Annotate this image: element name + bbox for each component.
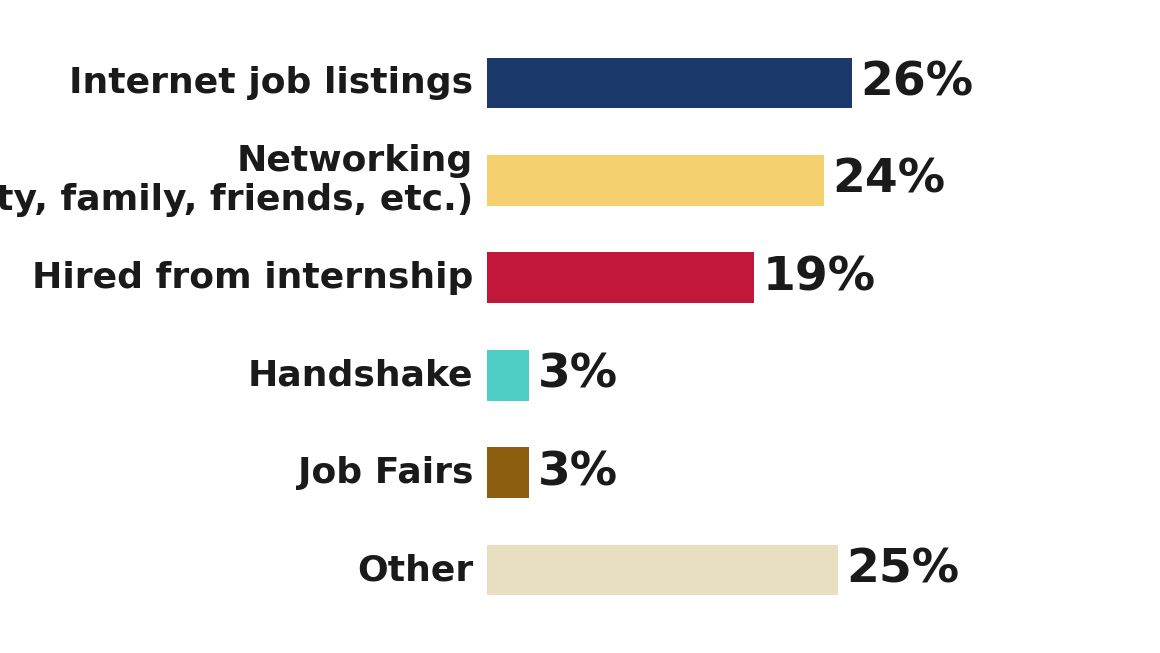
Bar [487, 545, 839, 596]
Bar [487, 155, 825, 206]
Text: 24%: 24% [833, 158, 945, 203]
Bar [487, 447, 529, 498]
Bar [487, 57, 853, 108]
Bar [487, 253, 754, 303]
Text: 3%: 3% [538, 450, 618, 495]
Text: 26%: 26% [861, 61, 974, 105]
Text: 19%: 19% [762, 255, 876, 300]
Text: 3%: 3% [538, 353, 618, 398]
Text: 25%: 25% [847, 548, 959, 592]
Bar [487, 350, 529, 400]
